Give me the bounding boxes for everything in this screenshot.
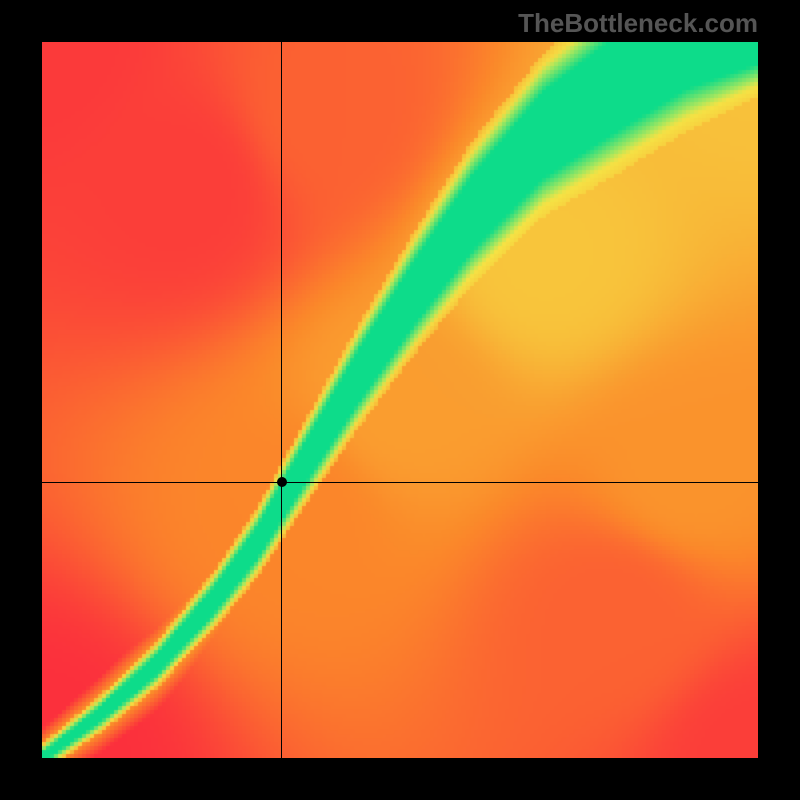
crosshair-horizontal — [42, 482, 758, 483]
crosshair-vertical — [281, 42, 282, 758]
watermark-text: TheBottleneck.com — [518, 8, 758, 39]
crosshair-marker — [277, 477, 287, 487]
bottleneck-heatmap — [42, 42, 758, 758]
chart-frame: TheBottleneck.com — [0, 0, 800, 800]
